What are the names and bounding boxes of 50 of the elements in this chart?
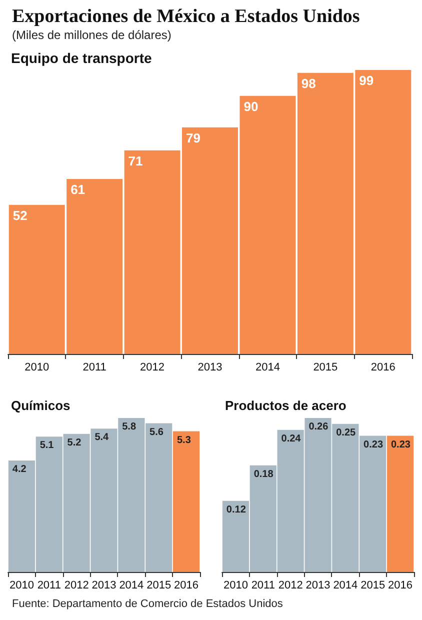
x-tick-label: 2014 <box>255 362 280 374</box>
data-label: 0.24 <box>281 433 302 444</box>
data-label: 0.12 <box>226 504 246 516</box>
data-label: 5.6 <box>150 426 164 438</box>
x-tick-label: 2013 <box>198 362 222 374</box>
data-label: 0.25 <box>336 427 356 438</box>
x-tick-label: 2015 <box>360 580 386 592</box>
data-label: 90 <box>244 98 258 114</box>
data-label: 0.26 <box>308 422 329 432</box>
x-tick-label: 2011 <box>82 362 106 374</box>
data-label: 5.8 <box>122 422 136 432</box>
x-tick-label: 2011 <box>251 580 275 592</box>
data-label: 5.1 <box>40 440 54 452</box>
text: Exportaciones de México a Estados Unidos <box>12 6 361 28</box>
data-label: 0.23 <box>364 439 384 450</box>
x-tick-label: 2016 <box>370 362 396 374</box>
data-label: 79 <box>186 130 200 146</box>
chart-title: Químicos <box>11 398 70 413</box>
x-tick-label: 2012 <box>140 362 165 374</box>
x-tick-label: 2013 <box>92 580 116 592</box>
data-label: 0.23 <box>390 439 411 450</box>
bar <box>386 436 414 572</box>
x-tick-label: 2012 <box>64 580 89 592</box>
data-label: 4.2 <box>12 464 27 475</box>
data-label: 71 <box>128 153 143 168</box>
source-note: Fuente: Departamento de Comercio de Estados Unidos <box>12 598 284 610</box>
x-tick-label: 2011 <box>37 580 61 592</box>
x-tick-label: 2010 <box>223 580 248 592</box>
x-tick-label: 2016 <box>388 580 413 592</box>
x-tick-label: 2016 <box>174 580 199 592</box>
data-label: 99 <box>359 73 374 88</box>
x-tick-label: 2014 <box>119 580 144 592</box>
x-tick-label: 2014 <box>333 580 358 592</box>
data-label: 5.4 <box>94 432 110 444</box>
x-tick-label: 2010 <box>9 580 34 592</box>
x-tick-label: 2015 <box>146 580 172 592</box>
bar <box>172 431 200 572</box>
x-tick-label: 2013 <box>306 580 330 592</box>
data-label: 5.3 <box>176 434 192 446</box>
x-tick-label: 2010 <box>24 362 50 374</box>
x-tick-label: 2012 <box>278 580 303 592</box>
data-label: 0.18 <box>254 468 274 480</box>
data-label: 52 <box>12 208 28 223</box>
data-label: 5.2 <box>67 437 82 448</box>
data-label: 61 <box>70 182 86 198</box>
x-tick-label: 2015 <box>313 362 338 374</box>
data-label: 98 <box>301 76 316 91</box>
text: (Miles de millones de dólares) <box>12 28 172 42</box>
chart-title: Equipo de transporte <box>11 50 152 66</box>
chart-title: Productos de acero <box>225 398 346 413</box>
